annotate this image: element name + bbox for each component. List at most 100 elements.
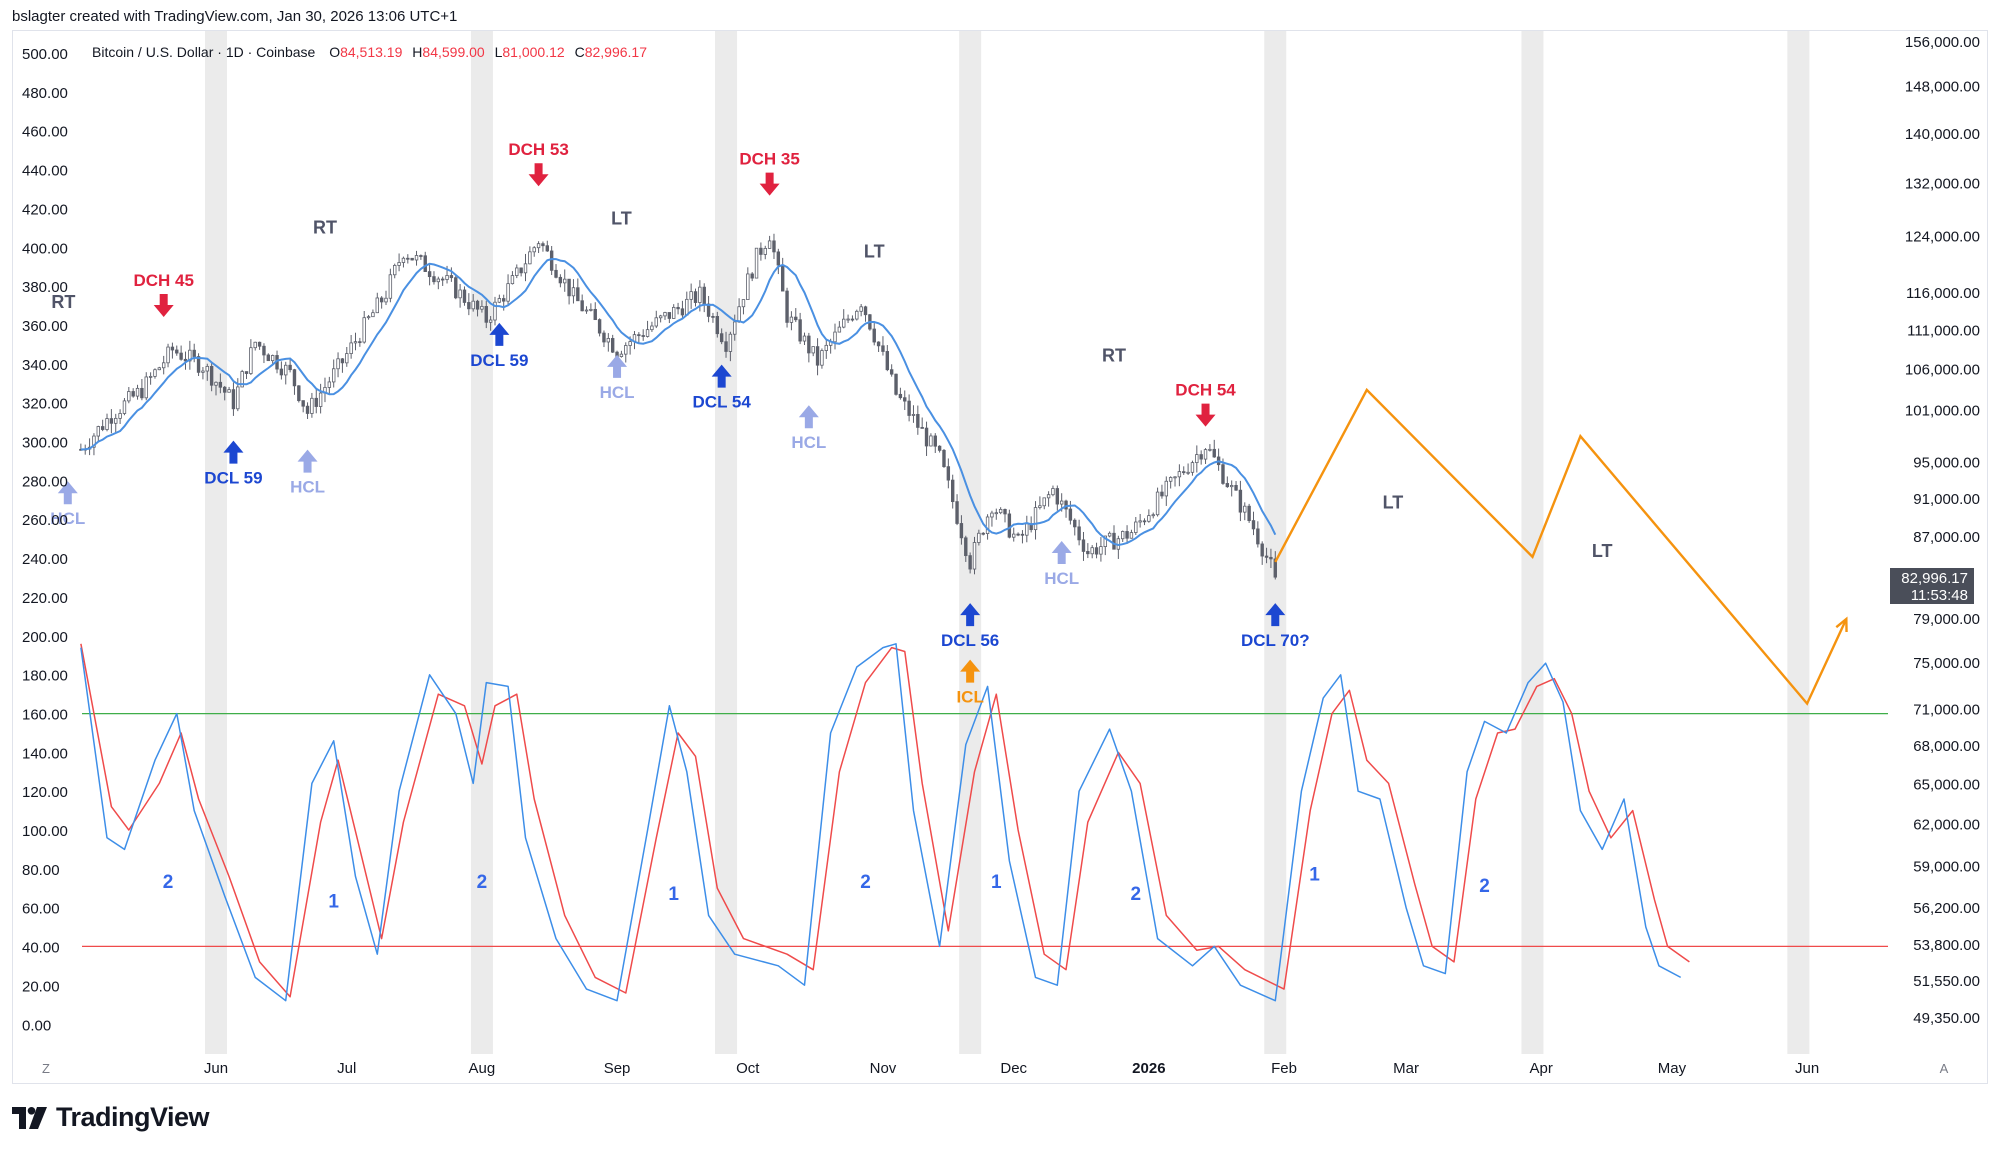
left-axis-label: 420.00	[22, 201, 68, 218]
dch-label: DCH 53	[508, 140, 568, 159]
right-axis-label: 148,000.00	[1905, 79, 1980, 96]
candle-body	[663, 312, 667, 317]
candle-body	[1025, 523, 1029, 536]
arrow-up-icon	[489, 322, 510, 346]
arrow-up-icon	[1265, 603, 1286, 627]
hcl-label: HCL	[600, 383, 635, 402]
right-axis-label: 156,000.00	[1905, 34, 1980, 51]
candle-body	[584, 309, 589, 312]
candle-body	[750, 273, 754, 279]
x-axis-label: Mar	[1393, 1060, 1419, 1077]
candle-body	[1068, 508, 1073, 521]
candle-body	[693, 291, 698, 303]
candle-body	[689, 291, 693, 300]
cycle-count-label: 1	[668, 884, 679, 905]
dch-label: DCH 35	[739, 150, 799, 169]
close-label: C	[574, 44, 585, 60]
candle-body	[1003, 508, 1007, 515]
left-axis-label: 360.00	[22, 318, 68, 335]
candle-body	[554, 269, 558, 278]
candle-body	[384, 297, 388, 303]
candle-body	[741, 299, 746, 308]
candle-body	[990, 512, 994, 518]
right-axis-label: 87,000.00	[1913, 529, 1980, 546]
candle-body	[297, 385, 301, 402]
candle-body	[549, 250, 554, 271]
candle-body	[100, 426, 105, 430]
symbol-title[interactable]: Bitcoin / U.S. Dollar · 1D · Coinbase	[92, 44, 316, 60]
moving-average	[80, 257, 1277, 547]
candle-body	[1190, 462, 1195, 473]
candle-body	[314, 397, 318, 407]
candle-body	[484, 306, 488, 323]
hcl-marker: HCL	[50, 481, 85, 528]
candle-body	[419, 255, 423, 257]
candle-body	[1094, 547, 1099, 555]
right-axis-label: 79,000.00	[1913, 611, 1980, 628]
chart-frame	[12, 30, 1988, 1084]
candle-body	[231, 389, 236, 410]
candle-body	[911, 414, 916, 416]
candle-body	[493, 301, 497, 321]
candle-body	[1090, 547, 1094, 555]
candle-body	[885, 351, 890, 371]
x-axis-label: Oct	[736, 1060, 760, 1077]
candle-body	[807, 335, 811, 354]
candle-body	[345, 353, 349, 364]
candle-body	[153, 369, 157, 377]
candle-body	[1121, 531, 1125, 540]
candle-body	[218, 381, 223, 388]
moving-average-line	[80, 257, 1277, 547]
candle-body	[423, 255, 427, 272]
right-axis-label: 68,000.00	[1913, 738, 1980, 755]
candle-body	[898, 393, 903, 399]
x-axis-label: Nov	[870, 1060, 897, 1077]
dcl-marker: DCL 56	[941, 603, 999, 650]
arrow-down-icon	[153, 293, 174, 317]
candle-body	[794, 316, 798, 321]
candle-body	[850, 318, 855, 321]
candle-body	[366, 316, 371, 319]
left-axis-label: 0.00	[22, 1017, 51, 1034]
candle-body	[545, 245, 549, 252]
price-chart[interactable]: 2 1 2 1 2 1 2 1 2 RT RT LT LT RT LT LT DCH 45 DCH 53 DCH …	[0, 0, 2000, 1090]
stochastic-d-line	[80, 643, 1690, 998]
candle-body	[131, 391, 135, 397]
candle-body	[410, 257, 414, 261]
right-axis-label: 91,000.00	[1913, 491, 1980, 508]
candle-body	[96, 426, 101, 437]
candle-body	[811, 346, 815, 354]
candle-body	[506, 283, 510, 302]
cycle-band	[470, 31, 493, 1054]
candle-body	[475, 300, 480, 310]
candle-body	[262, 345, 266, 356]
candle-body	[1112, 532, 1116, 550]
candle-body	[597, 319, 602, 334]
left-axis-label: 400.00	[22, 240, 68, 257]
hcl-marker: HCL	[600, 354, 635, 402]
dch-marker: DCH 35	[739, 150, 800, 196]
candle-body	[641, 335, 645, 337]
tradingview-wordmark: TradingView	[56, 1102, 210, 1132]
candle-body	[471, 300, 475, 310]
chart-caption: bslagter created with TradingView.com, J…	[12, 8, 458, 25]
candle-body	[981, 532, 985, 535]
candle-body	[253, 341, 257, 349]
candle-body	[1020, 533, 1025, 536]
candle-body	[1186, 471, 1190, 474]
x-axis-label: Dec	[1000, 1060, 1027, 1077]
hcl-label: HCL	[791, 433, 826, 452]
candle-body	[1256, 528, 1260, 545]
candle-body	[628, 341, 632, 346]
candle-body	[340, 358, 345, 364]
left-axis-label: 160.00	[22, 706, 68, 723]
candle-body	[1203, 449, 1208, 460]
candle-body	[1007, 513, 1012, 538]
tradingview-logo[interactable]: TradingView	[12, 1102, 210, 1133]
dcl-label: DCL 70?	[1241, 631, 1310, 650]
left-axis-label: 480.00	[22, 85, 68, 102]
candle-body	[1051, 488, 1055, 496]
candle-body	[589, 308, 593, 311]
candle-body	[924, 427, 929, 447]
candle-body	[105, 418, 109, 430]
